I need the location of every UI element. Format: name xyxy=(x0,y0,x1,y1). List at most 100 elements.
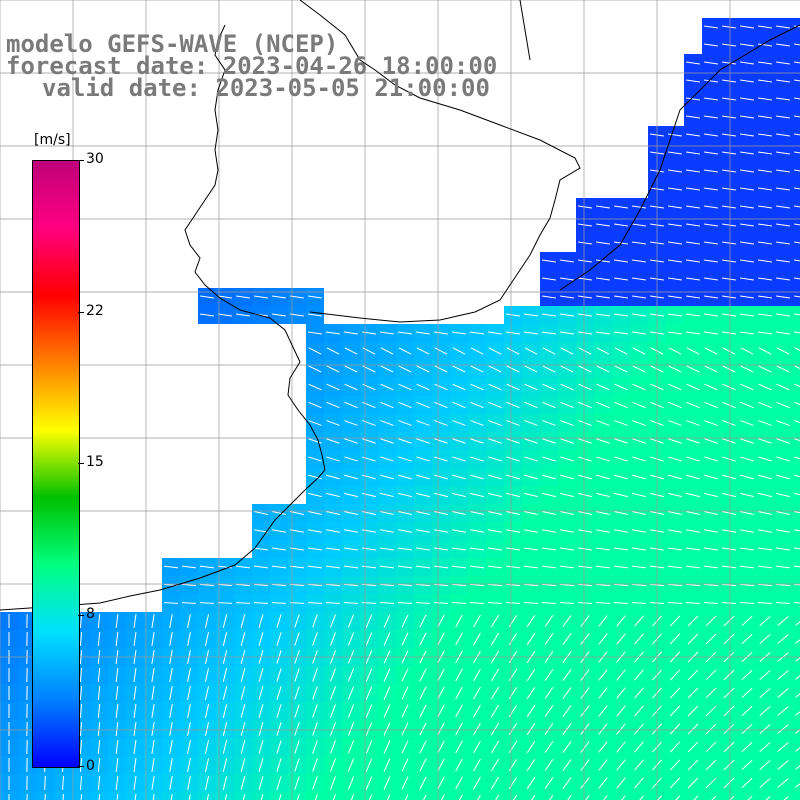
wind-arrow xyxy=(596,331,610,335)
model-title: modelo GEFS-WAVE (NCEP) xyxy=(6,30,339,58)
wind-arrow xyxy=(488,331,502,335)
wind-arrow xyxy=(433,602,449,604)
wind-arrow xyxy=(598,723,608,735)
wind-arrow xyxy=(312,758,318,772)
wind-arrow xyxy=(614,205,628,209)
wind-arrow xyxy=(722,115,736,119)
wind-arrow xyxy=(187,614,191,628)
wind-arrow xyxy=(562,759,572,771)
wind-arrow xyxy=(524,347,538,355)
wind-arrow xyxy=(204,614,210,628)
wind-arrow xyxy=(578,401,592,409)
wind-arrow xyxy=(470,511,484,515)
wind-arrow xyxy=(422,794,427,800)
wind-arrow xyxy=(722,223,736,227)
wind-arrow xyxy=(686,492,700,498)
wind-arrow xyxy=(181,565,197,569)
wind-arrow xyxy=(204,632,210,646)
wind-arrow xyxy=(704,223,718,227)
wind-arrow xyxy=(595,583,611,587)
wind-arrow xyxy=(79,721,83,737)
wind-arrow xyxy=(473,722,481,736)
wind-speed-cell xyxy=(180,792,198,800)
colorbar-units: [m/s] xyxy=(34,132,71,148)
wind-arrow xyxy=(222,632,228,646)
wind-arrow xyxy=(524,313,538,317)
wind-arrow xyxy=(614,474,628,480)
wind-arrow xyxy=(199,602,215,604)
wind-arrow xyxy=(531,794,536,800)
wind-arrow xyxy=(686,347,700,355)
wind-arrow xyxy=(741,723,753,735)
wind-arrow xyxy=(693,795,699,800)
wind-arrow xyxy=(740,529,754,533)
wind-arrow xyxy=(704,401,718,409)
wind-arrow xyxy=(380,331,394,335)
wind-arrow xyxy=(740,401,754,409)
wind-arrow xyxy=(686,474,700,480)
wind-speed-cell xyxy=(504,792,522,800)
wind-arrow xyxy=(668,187,682,191)
wind-arrow xyxy=(240,704,246,718)
wind-arrow xyxy=(347,704,355,718)
wind-arrow xyxy=(687,705,699,717)
wind-arrow xyxy=(398,331,412,335)
wind-arrow xyxy=(455,758,463,772)
wind-arrow xyxy=(542,331,556,335)
wind-arrow xyxy=(490,740,500,754)
wind-arrow xyxy=(722,259,736,263)
wind-arrow xyxy=(794,205,800,208)
wind-arrow xyxy=(332,794,336,800)
wind-arrow xyxy=(580,705,590,717)
wind-arrow xyxy=(668,295,682,299)
wind-arrow xyxy=(362,331,376,335)
wind-arrow xyxy=(560,474,574,480)
wind-arrow xyxy=(580,687,590,699)
wind-arrow xyxy=(115,631,119,647)
wind-arrow xyxy=(795,783,800,788)
wind-arrow xyxy=(632,205,646,209)
wind-arrow xyxy=(506,401,520,409)
wind-arrow xyxy=(544,722,554,736)
wind-arrow xyxy=(451,602,467,604)
wind-arrow xyxy=(398,492,412,498)
wind-arrow xyxy=(473,776,481,790)
wind-arrow xyxy=(458,794,463,800)
wind-arrow xyxy=(577,583,593,587)
wind-arrow xyxy=(362,420,376,426)
wind-arrow xyxy=(506,438,520,444)
wind-arrow xyxy=(235,583,251,587)
wind-arrow xyxy=(794,61,800,64)
wind-arrow xyxy=(794,474,800,478)
wind-arrow xyxy=(687,777,699,789)
wind-arrow xyxy=(667,565,683,569)
wind-arrow xyxy=(668,347,682,355)
wind-arrow xyxy=(506,547,520,551)
wind-arrow xyxy=(508,632,518,646)
wind-arrow xyxy=(722,331,736,335)
wind-arrow xyxy=(722,277,736,281)
wind-arrow xyxy=(560,438,574,444)
wind-arrow xyxy=(758,313,772,317)
wind-arrow xyxy=(740,295,754,299)
wind-arrow xyxy=(258,614,264,628)
wind-arrow xyxy=(524,401,538,409)
wind-arrow xyxy=(777,778,789,788)
wind-arrow xyxy=(524,383,538,391)
wind-arrow xyxy=(741,687,753,699)
wind-arrow xyxy=(722,295,736,299)
wind-arrow xyxy=(419,776,427,790)
wind-arrow xyxy=(723,759,735,771)
wind-arrow xyxy=(542,474,556,480)
wind-arrow xyxy=(560,331,574,335)
wind-arrow xyxy=(560,456,574,462)
wind-arrow xyxy=(452,383,466,391)
wind-arrow xyxy=(775,565,791,569)
wind-arrow xyxy=(398,347,412,355)
wind-arrow xyxy=(613,583,629,587)
wind-arrow xyxy=(312,776,318,790)
wind-arrow xyxy=(524,492,538,498)
wind-arrow xyxy=(544,614,554,628)
wind-arrow xyxy=(722,187,736,191)
wind-arrow xyxy=(686,277,700,281)
